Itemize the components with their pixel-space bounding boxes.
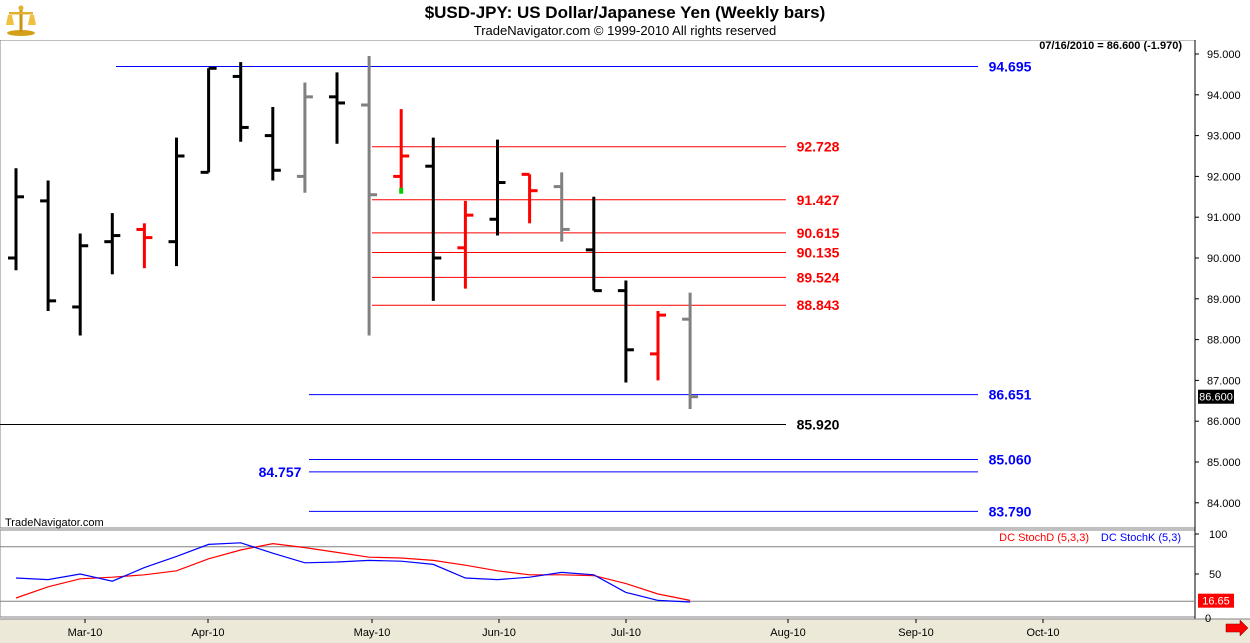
- ohlc-bar: [40, 180, 57, 312]
- stoch-zero-label: 0: [1205, 613, 1211, 625]
- ohlc-bar: [329, 72, 345, 144]
- ohlc-bar: [232, 62, 249, 142]
- x-tick-label: Oct-10: [1026, 627, 1059, 639]
- chart-subtitle: TradeNavigator.com © 1999-2010 All right…: [473, 23, 777, 38]
- level-label: 91.427: [797, 192, 840, 208]
- ohlc-bar: [136, 223, 153, 269]
- y-tick-label: 90.000: [1207, 253, 1241, 265]
- ohlc-bar: [200, 66, 217, 174]
- stoch-last-value-label: 16.65: [1202, 596, 1230, 608]
- ohlc-bar: [104, 213, 121, 275]
- price-panel: [0, 39, 1196, 529]
- scroll-right-arrow-icon: [1225, 619, 1249, 637]
- ohlc-bar: [361, 56, 378, 336]
- chart-title: $USD-JPY: US Dollar/Japanese Yen (Weekly…: [424, 3, 826, 22]
- stoch-y-tick-label: 50: [1209, 569, 1221, 581]
- info-readout: 07/16/2010 = 86.600 (-1.970): [1039, 40, 1182, 52]
- level-label: 89.524: [797, 269, 840, 285]
- ohlc-bar: [425, 137, 442, 301]
- y-tick-label: 87.000: [1207, 375, 1241, 387]
- watermark: TradeNavigator.com: [5, 517, 104, 529]
- y-tick-label: 84.000: [1207, 498, 1241, 510]
- y-tick-label: 89.000: [1207, 294, 1241, 306]
- x-tick-label: Mar-10: [68, 627, 103, 639]
- level-label: 90.615: [797, 225, 840, 241]
- level-label: 85.060: [989, 452, 1032, 468]
- y-tick-label: 91.000: [1207, 212, 1241, 224]
- ohlc-bar: [457, 200, 474, 289]
- signal-marker: [399, 187, 404, 194]
- trade-navigator-logo-icon: [4, 3, 38, 37]
- stoch-series-line: [15, 542, 691, 601]
- y-tick-label: 86.000: [1207, 416, 1241, 428]
- ohlc-bar: [617, 280, 634, 383]
- ohlc-bar: [489, 139, 506, 236]
- x-tick-label: Jun-10: [482, 627, 516, 639]
- ohlc-bar: [8, 168, 24, 271]
- level-label: 83.790: [989, 503, 1032, 519]
- y-tick-label: 95.000: [1207, 49, 1241, 61]
- x-tick-label: May-10: [354, 627, 391, 639]
- last-price-label: 86.600: [1199, 392, 1233, 404]
- x-tick-label: Sep-10: [898, 627, 933, 639]
- ohlc-bar: [296, 82, 313, 193]
- ohlc-bar: [264, 107, 281, 181]
- x-tick-label: Aug-10: [770, 627, 805, 639]
- chart-header: $USD-JPY: US Dollar/Japanese Yen (Weekly…: [0, 0, 1250, 40]
- level-label: 85.920: [797, 416, 840, 432]
- level-label: 94.695: [989, 58, 1032, 74]
- ohlc-bar: [521, 172, 538, 224]
- stoch-y-tick-label: 100: [1209, 529, 1227, 541]
- ohlc-bar: [168, 137, 185, 267]
- ohlc-bar: [650, 311, 666, 381]
- price-axis-area: [1195, 40, 1250, 617]
- ohlc-bar: [682, 292, 699, 409]
- level-label: 88.843: [797, 297, 840, 313]
- ohlc-bar: [585, 196, 602, 293]
- stoch-series-line: [15, 542, 691, 603]
- y-tick-label: 92.000: [1207, 171, 1241, 183]
- y-tick-label: 93.000: [1207, 131, 1241, 143]
- stochastic-panel: [0, 529, 1196, 618]
- y-tick-label: 94.000: [1207, 90, 1241, 102]
- stoch-last-value-box: [1198, 593, 1234, 608]
- y-tick-label: 85.000: [1207, 457, 1241, 469]
- legend-stochk: DC StochK (5,3): [1101, 532, 1181, 544]
- level-label: 84.757: [259, 464, 302, 480]
- y-tick-label: 88.000: [1207, 335, 1241, 347]
- ohlc-bar: [553, 172, 570, 242]
- ohlc-bar: [393, 109, 410, 193]
- x-tick-label: Jul-10: [611, 627, 641, 639]
- legend-stochd: DC StochD (5,3,3): [999, 532, 1089, 544]
- ohlc-bar: [72, 233, 89, 336]
- level-label: 92.728: [797, 139, 840, 155]
- level-label: 86.651: [989, 387, 1032, 403]
- last-price-box: [1198, 389, 1234, 404]
- level-label: 90.135: [797, 244, 840, 260]
- x-tick-label: Apr-10: [191, 627, 224, 639]
